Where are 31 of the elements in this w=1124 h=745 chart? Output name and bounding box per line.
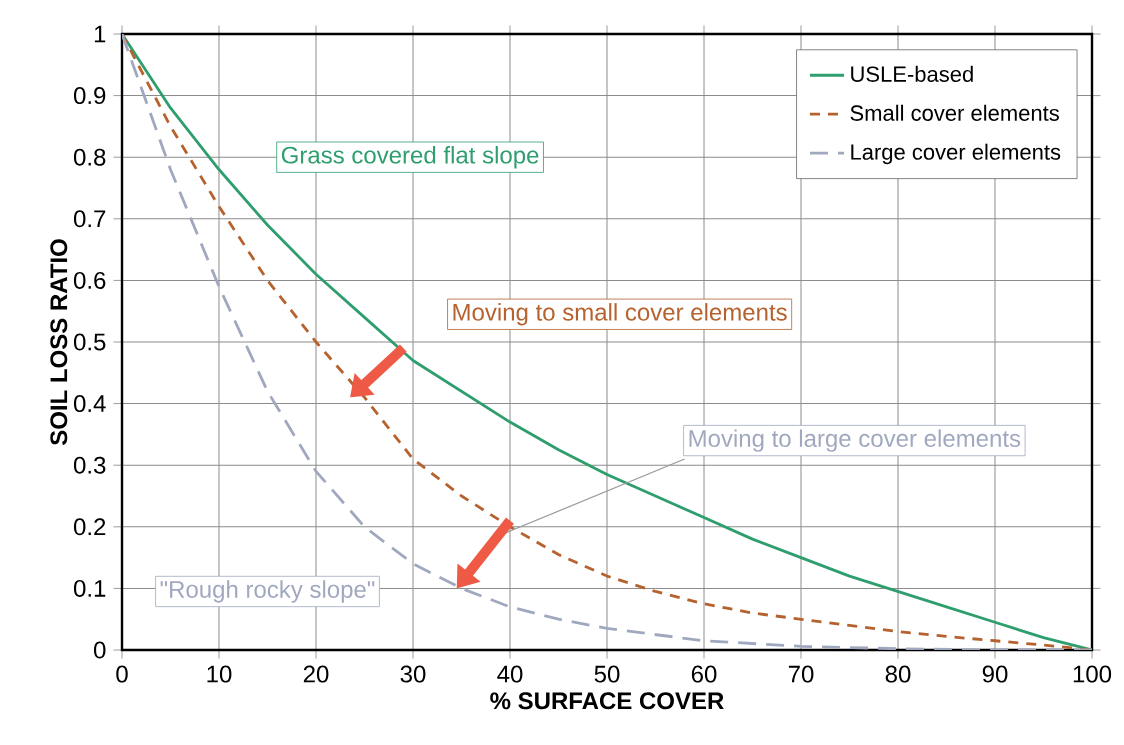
legend-label: Large cover elements	[851, 143, 1061, 165]
y-axis-title: SOIL LOSS RATIO	[50, 239, 68, 446]
y-tick-label: 0.7	[73, 210, 106, 228]
y-tick-label: 0.6	[73, 271, 106, 289]
x-tick-label: 100	[1073, 665, 1112, 683]
annotation: Moving to large cover elements	[689, 429, 1021, 452]
x-tick-label: 90	[982, 665, 1008, 683]
x-tick-label: 80	[885, 665, 911, 683]
x-tick-label: 0	[116, 665, 128, 683]
x-tick-label: 40	[497, 665, 523, 683]
annotation: Grass covered flat slope	[281, 146, 539, 169]
x-tick-label: 30	[400, 665, 426, 683]
legend-label: USLE-based	[851, 65, 973, 82]
x-tick-label: 10	[207, 665, 232, 683]
annotation: "Rough rocky slope"	[160, 580, 375, 603]
annotation: Moving to small cover elements	[453, 303, 787, 326]
x-tick-label: 20	[303, 665, 329, 683]
y-tick-label: 0.1	[73, 579, 106, 597]
y-tick-label: 0.2	[73, 518, 106, 536]
y-tick-label: 0.5	[73, 333, 106, 351]
x-tick-label: 60	[691, 665, 717, 683]
y-tick-label: 0.4	[73, 395, 106, 413]
legend-label: Small cover elements	[850, 104, 1059, 121]
x-tick-label: 50	[594, 665, 620, 683]
x-axis-title: % SURFACE COVER	[490, 692, 724, 710]
y-tick-label: 0	[94, 641, 106, 659]
x-tick-label: 70	[788, 665, 814, 683]
y-tick-label: 0.3	[73, 456, 106, 474]
y-tick-label: 0.9	[73, 87, 106, 105]
y-tick-label: 0.8	[73, 148, 106, 166]
y-tick-label: 1	[94, 25, 106, 43]
